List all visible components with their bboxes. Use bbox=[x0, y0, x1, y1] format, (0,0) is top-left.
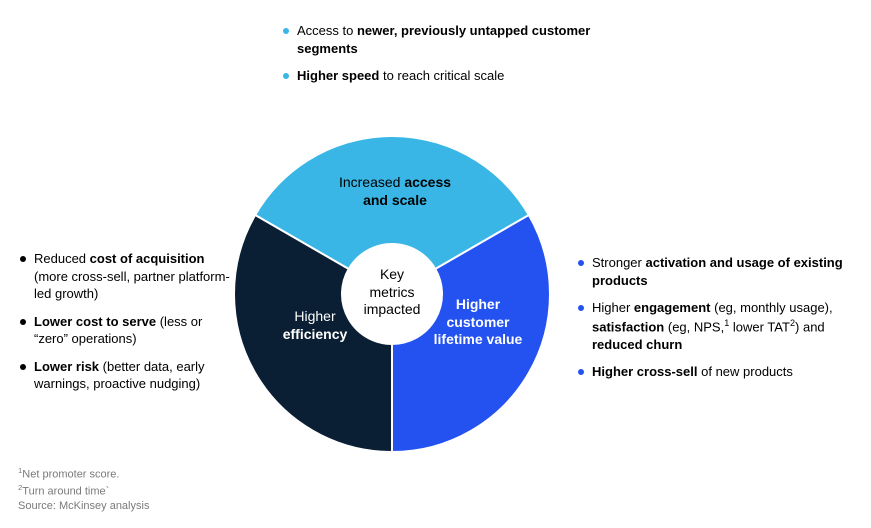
bullet-text: Higher speed to reach critical scale bbox=[297, 67, 603, 85]
bullet-dot-icon bbox=[578, 305, 584, 311]
list-item: Stronger activation and usage of existin… bbox=[578, 254, 848, 289]
list-item: Reduced cost of acquisition (more cross-… bbox=[20, 250, 230, 303]
bullet-dot-icon bbox=[20, 364, 26, 370]
list-item: Lower cost to serve (less or “zero” oper… bbox=[20, 313, 230, 348]
infographic-stage: Keymetricsimpacted Increased accessand s… bbox=[0, 0, 871, 528]
bullet-group-left: Reduced cost of acquisition (more cross-… bbox=[20, 250, 230, 403]
footnotes: 1Net promoter score.2Turn around time`So… bbox=[18, 466, 149, 514]
bullet-dot-icon bbox=[578, 260, 584, 266]
bullet-text: Lower risk (better data, early warnings,… bbox=[34, 358, 230, 393]
segment-label-clv: Highercustomerlifetime value bbox=[418, 296, 538, 349]
segment-label-eff: Higherefficiency bbox=[260, 308, 370, 343]
bullet-group-right: Stronger activation and usage of existin… bbox=[578, 254, 848, 391]
segment-label-access: Increased accessand scale bbox=[330, 174, 460, 209]
bullet-text: Higher engagement (eg, monthly usage), s… bbox=[592, 299, 848, 353]
bullet-dot-icon bbox=[283, 73, 289, 79]
list-item: Higher engagement (eg, monthly usage), s… bbox=[578, 299, 848, 353]
bullet-dot-icon bbox=[20, 319, 26, 325]
list-item: Lower risk (better data, early warnings,… bbox=[20, 358, 230, 393]
bullet-text: Higher cross-sell of new products bbox=[592, 363, 848, 381]
bullet-dot-icon bbox=[578, 369, 584, 375]
bullet-text: Access to newer, previously untapped cus… bbox=[297, 22, 603, 57]
list-item: Higher cross-sell of new products bbox=[578, 363, 848, 381]
bullet-text: Reduced cost of acquisition (more cross-… bbox=[34, 250, 230, 303]
bullet-text: Lower cost to serve (less or “zero” oper… bbox=[34, 313, 230, 348]
list-item: Access to newer, previously untapped cus… bbox=[283, 22, 603, 57]
bullet-dot-icon bbox=[20, 256, 26, 262]
bullet-group-top: Access to newer, previously untapped cus… bbox=[283, 22, 603, 95]
bullet-text: Stronger activation and usage of existin… bbox=[592, 254, 848, 289]
bullet-dot-icon bbox=[283, 28, 289, 34]
list-item: Higher speed to reach critical scale bbox=[283, 67, 603, 85]
